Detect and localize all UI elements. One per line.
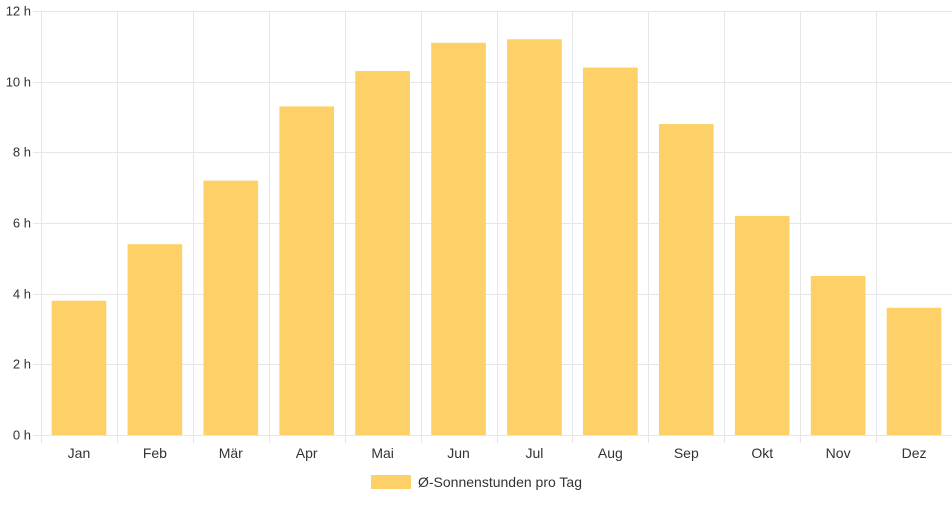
y-tick-label: 6 h [13, 216, 31, 231]
bar-jun [431, 42, 486, 436]
legend-label: Ø-Sonnenstunden pro Tag [418, 474, 582, 490]
x-tick-label: Mai [371, 445, 394, 461]
y-tick-label: 0 h [13, 428, 31, 443]
axes: 0 h 2 h 4 h 6 h 8 h 10 h 12 h Jan Feb Mär Apr Mai Ju… [6, 4, 927, 462]
bar-nov [810, 276, 866, 435]
x-tick-label: Mär [219, 445, 243, 461]
bar-feb [127, 244, 183, 435]
x-tick-label: Aug [598, 445, 623, 461]
x-tick-label: Feb [143, 445, 167, 461]
x-tick-label: Sep [674, 445, 699, 461]
x-tick-label: Nov [826, 445, 851, 461]
y-tick-label: 8 h [13, 145, 31, 160]
legend[interactable]: Ø-Sonnenstunden pro Tag [371, 474, 582, 490]
x-tick-label: Apr [296, 445, 318, 461]
x-tick-label: Okt [751, 445, 773, 461]
x-tick-label: Jan [68, 445, 91, 461]
bar-mär [203, 180, 259, 435]
legend-swatch [371, 475, 411, 489]
bar-apr [279, 106, 335, 436]
x-tick-label: Dez [902, 445, 927, 461]
y-tick-label: 12 h [6, 4, 31, 19]
bar-mai [355, 71, 410, 436]
bar-okt [734, 215, 790, 435]
y-tick-label: 4 h [13, 287, 31, 302]
bar-jul [507, 39, 562, 436]
bars [51, 39, 942, 436]
bar-jan [51, 300, 107, 435]
bar-aug [583, 67, 638, 436]
y-tick-label: 2 h [13, 357, 31, 372]
bar-sep [658, 124, 714, 436]
x-tick-label: Jul [526, 445, 544, 461]
grid-lines [33, 11, 952, 443]
y-tick-label: 10 h [6, 75, 31, 90]
bar-dez [886, 307, 942, 435]
x-tick-label: Jun [447, 445, 470, 461]
